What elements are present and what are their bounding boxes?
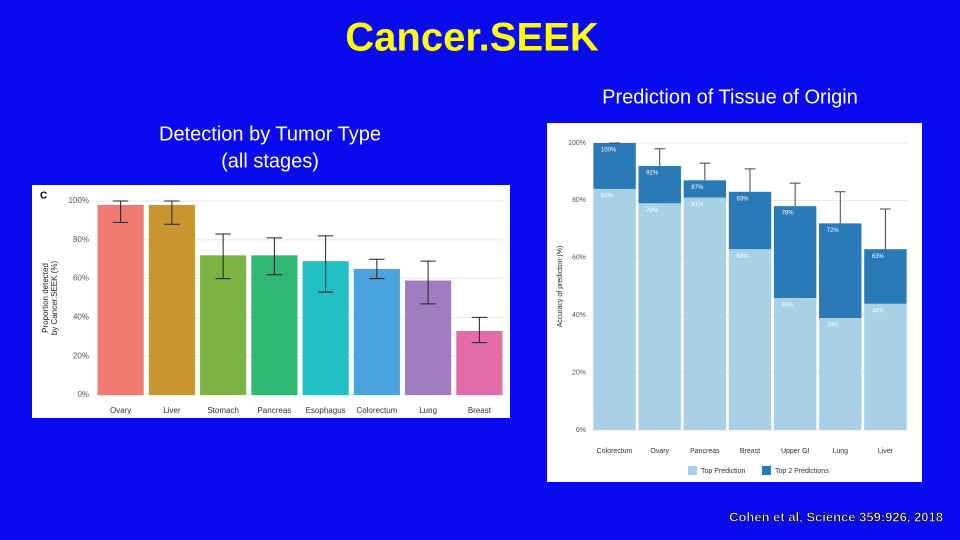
value-label: 46% <box>782 303 795 309</box>
total-label: 83% <box>736 196 749 202</box>
y-tick-label: 40% <box>572 312 586 319</box>
legend-label: Top 2 Predictions <box>775 468 829 475</box>
bar-segment <box>728 191 772 250</box>
slide-title: Cancer.SEEK <box>345 16 599 60</box>
total-label: 87% <box>691 185 704 191</box>
bar-segment <box>819 223 862 319</box>
y-axis-label: by Cancer.SEEK (%) <box>50 261 59 336</box>
x-tick-label: Liver <box>163 406 181 415</box>
error-bar <box>215 233 231 280</box>
y-tick-label: 60% <box>572 255 586 262</box>
value-label: 63% <box>736 254 749 260</box>
x-tick-label: Breast <box>740 448 760 455</box>
bar-segment <box>728 249 772 430</box>
value-label: 84% <box>601 193 614 199</box>
x-tick-label: Pancreas <box>690 448 720 455</box>
total-label: 78% <box>782 211 795 217</box>
slide-subtitle: Prediction of Tissue of Origin <box>602 86 858 108</box>
bar <box>148 204 195 395</box>
error-bar <box>834 191 846 224</box>
y-tick-label: 40% <box>73 313 89 322</box>
bar <box>353 268 400 395</box>
error-bar <box>471 316 488 344</box>
error-bar <box>317 235 334 293</box>
bar <box>251 255 298 395</box>
bar-segment <box>773 297 817 430</box>
y-tick-label: 20% <box>73 351 89 360</box>
error-bar <box>369 258 385 280</box>
panel-label: C <box>40 191 47 202</box>
x-tick-label: Colorectum <box>597 448 633 455</box>
legend-label: Top Prediction <box>701 468 745 475</box>
legend-swatch <box>688 466 697 475</box>
x-tick-label: Lung <box>419 406 437 415</box>
error-bar <box>744 168 756 192</box>
error-bar <box>654 148 666 166</box>
bar-segment <box>819 318 862 430</box>
x-tick-label: Pancreas <box>257 406 291 415</box>
y-tick-label: 60% <box>73 274 89 283</box>
x-tick-label: Ovary <box>110 406 131 415</box>
citation: Cohen et al, Science 359:926, 2018 <box>729 509 943 524</box>
y-tick-label: 80% <box>572 197 586 204</box>
legend-swatch <box>762 466 771 475</box>
bar-segment <box>593 143 636 189</box>
y-tick-label: 80% <box>73 235 89 244</box>
y-axis-label: Proportion detected <box>41 263 50 333</box>
y-axis-label: Accuracy of prediction (%) <box>557 246 564 328</box>
bar-segment <box>683 197 727 430</box>
total-label: 63% <box>872 254 885 260</box>
x-tick-label: Lung <box>832 448 848 455</box>
value-label: 39% <box>827 323 840 329</box>
y-tick-label: 20% <box>572 369 586 376</box>
bar-segment <box>864 303 907 430</box>
bar-segment <box>638 165 681 204</box>
value-label: 79% <box>646 208 659 214</box>
bar-segment <box>638 203 681 430</box>
x-tick-label: Stomach <box>207 406 239 415</box>
bar-segment <box>864 249 907 304</box>
error-bar <box>112 200 129 223</box>
bar-segment <box>593 188 636 430</box>
chart-title: (all stages) <box>221 150 319 172</box>
error-bar <box>164 200 180 225</box>
y-tick-label: 0% <box>77 390 89 399</box>
bar-segment <box>683 180 727 198</box>
value-label: 81% <box>691 202 704 208</box>
chart-title: Detection by Tumor Type <box>159 123 381 145</box>
bar-segment <box>773 206 817 298</box>
x-tick-label: Upper GI <box>781 448 809 455</box>
value-label: 44% <box>872 308 885 314</box>
y-tick-label: 0% <box>576 427 586 434</box>
y-tick-label: 100% <box>69 196 89 205</box>
error-bar <box>266 237 283 276</box>
x-tick-label: Colorectum <box>356 406 397 415</box>
x-tick-label: Liver <box>878 448 894 455</box>
total-label: 92% <box>646 171 659 177</box>
x-tick-label: Esophagus <box>306 406 346 415</box>
error-bar <box>420 260 436 305</box>
x-tick-label: Breast <box>468 406 492 415</box>
x-tick-label: Ovary <box>650 448 669 455</box>
bar <box>97 204 144 395</box>
y-tick-label: 100% <box>568 140 586 147</box>
error-bar <box>789 182 801 207</box>
total-label: 100% <box>601 148 617 154</box>
error-bar <box>699 162 711 181</box>
error-bar <box>880 208 891 250</box>
total-label: 72% <box>827 228 840 234</box>
